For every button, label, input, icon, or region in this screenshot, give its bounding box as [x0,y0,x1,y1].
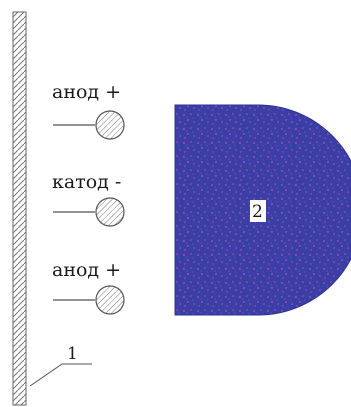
workpiece-number-box [250,200,266,222]
wall-number-label: 1 [67,344,78,364]
wall [12,11,27,406]
electrode-label: анод + [52,81,121,103]
electrode-rod [95,110,125,140]
electrode-cathode: катод - [52,171,125,227]
electrode-label: катод - [52,171,121,193]
electrode-anode-top: анод + [52,81,125,140]
electrode-label: анод + [52,259,121,281]
workpiece: 2 [174,104,351,316]
workpiece-number-label: 2 [252,202,263,222]
electrode-rod [95,285,125,315]
wall-body [12,11,27,406]
electrode-rod [95,197,125,227]
wall-leader-line [29,363,92,387]
electrode-anode-bottom: анод + [52,259,125,315]
